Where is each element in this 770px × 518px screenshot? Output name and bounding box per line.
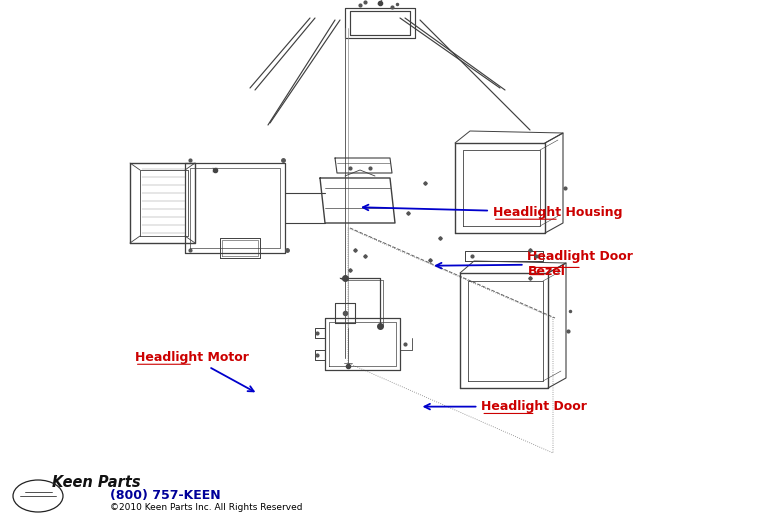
Text: Headlight Door
Bezel: Headlight Door Bezel — [436, 250, 633, 278]
Text: (800) 757-KEEN: (800) 757-KEEN — [110, 490, 221, 502]
Text: Headlight Door: Headlight Door — [424, 400, 587, 413]
Text: Headlight Housing: Headlight Housing — [363, 205, 622, 219]
Text: Keen Parts: Keen Parts — [52, 475, 141, 490]
Text: ©2010 Keen Parts Inc. All Rights Reserved: ©2010 Keen Parts Inc. All Rights Reserve… — [110, 503, 303, 512]
Text: Headlight Motor: Headlight Motor — [135, 351, 254, 392]
